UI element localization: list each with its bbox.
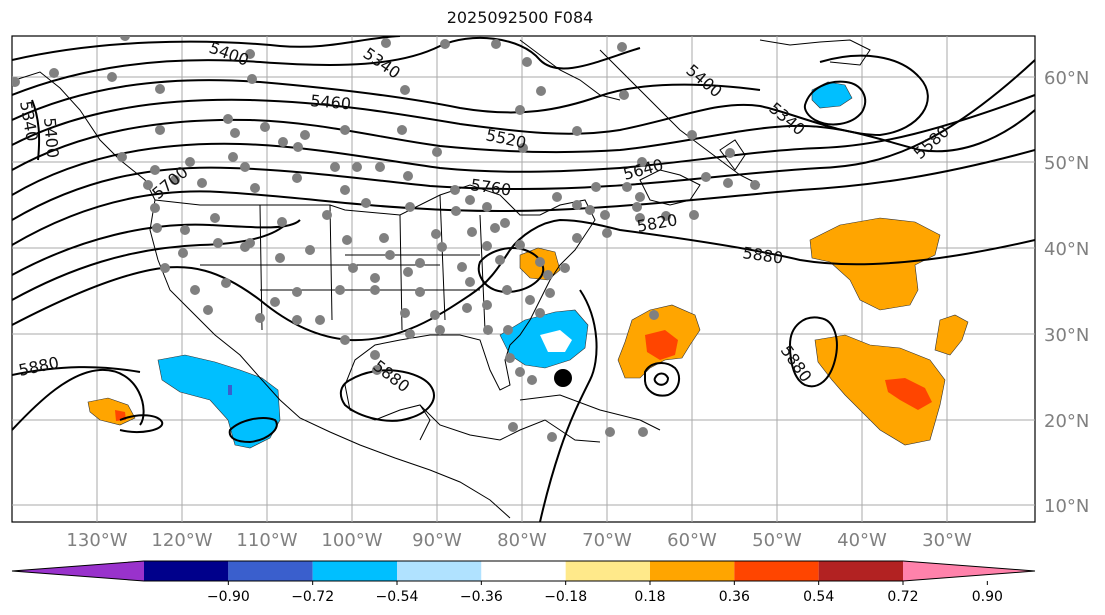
colorbar-tick-label: −0.90 [207, 589, 250, 605]
map-title: 2025092500 F084 [446, 8, 594, 27]
shaded-field-negative [157, 81, 853, 449]
colorbar-bin [818, 561, 903, 581]
latitude-labels: 60°N 50°N 40°N 30°N 20°N 10°N [1044, 68, 1089, 517]
colorbar-extend-high [903, 561, 1035, 581]
lon-label: 120°W [151, 530, 212, 551]
colorbar-bin [397, 561, 482, 581]
colorbar-tick-label: −0.18 [544, 589, 587, 605]
contour-label: 5400 [40, 117, 62, 159]
station-markers [12, 36, 760, 442]
lon-label: 110°W [236, 530, 297, 551]
colorbar-tick-label: 0.18 [634, 589, 665, 605]
colorbar-bin [650, 561, 735, 581]
lat-label: 40°N [1044, 239, 1089, 260]
colorbar-bin [734, 561, 819, 581]
lat-label: 50°N [1044, 153, 1089, 174]
lon-label: 30°W [922, 530, 972, 551]
lon-label: 50°W [752, 530, 802, 551]
colorbar-extend-low [12, 561, 144, 581]
colorbar-bin [144, 561, 229, 581]
colorbar-tick-label: 0.72 [887, 589, 918, 605]
lon-label: 40°W [837, 530, 887, 551]
lat-label: 10°N [1044, 496, 1089, 517]
colorbar-tick-label: −0.36 [460, 589, 503, 605]
colorbar-bin [481, 561, 566, 581]
lat-label: 30°N [1044, 325, 1089, 346]
colorbar-tick-label: −0.72 [291, 589, 334, 605]
colorbar-bin [312, 561, 397, 581]
colorbar-tick-label: 0.90 [972, 589, 1003, 605]
colorbar-bin [565, 561, 650, 581]
colorbar-tick-label: −0.54 [376, 589, 419, 605]
colorbar: −0.90 −0.72 −0.54 −0.36 −0.18 0.18 0.36 0.54 0.7… [11, 560, 1036, 605]
longitude-labels: 130°W 120°W 110°W 100°W 90°W 80°W 70°W 6… [66, 530, 972, 551]
lon-label: 100°W [321, 530, 382, 551]
colorbar-tick-label: 0.54 [803, 589, 834, 605]
graticule [12, 36, 1035, 522]
height-contours [12, 36, 1035, 522]
colorbar-bin [228, 561, 313, 581]
lat-label: 20°N [1044, 411, 1089, 432]
colorbar-outline [11, 560, 1036, 582]
lon-label: 70°W [582, 530, 632, 551]
lon-label: 90°W [412, 530, 462, 551]
lon-label: 80°W [497, 530, 547, 551]
lon-label: 130°W [66, 530, 127, 551]
lon-label: 60°W [667, 530, 717, 551]
lat-label: 60°N [1044, 68, 1089, 89]
storm-center-marker [554, 369, 572, 387]
contour-label: 5460 [310, 91, 352, 113]
colorbar-tick-label: 0.36 [719, 589, 750, 605]
